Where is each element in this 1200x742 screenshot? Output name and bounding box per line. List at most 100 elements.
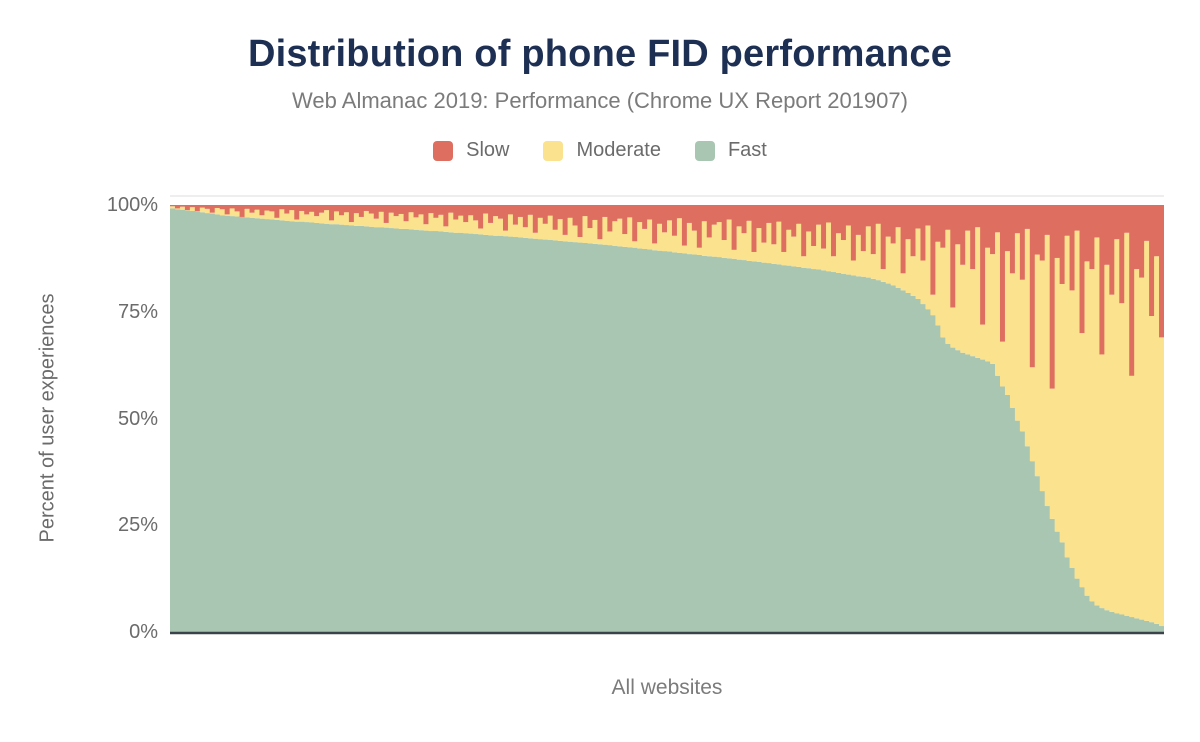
- bar-segment-fast: [582, 243, 588, 632]
- bar-segment-moderate: [706, 237, 713, 257]
- bar-segment-moderate: [304, 214, 310, 223]
- bar-segment-moderate: [1014, 233, 1021, 421]
- bar-segment-moderate: [562, 234, 569, 242]
- bar-segment-moderate: [403, 221, 410, 229]
- bar-segment-slow: [1114, 205, 1120, 240]
- bar-segment-fast: [806, 268, 812, 632]
- bar-segment-slow: [766, 205, 772, 223]
- bar-segment-fast: [1019, 431, 1026, 632]
- bar-segment-moderate: [1009, 273, 1016, 408]
- bar-segment-fast: [294, 221, 300, 632]
- bar-segment-moderate: [667, 220, 673, 252]
- bar-segment-slow: [786, 205, 792, 230]
- bar-segment-fast: [324, 223, 330, 632]
- bar-segment-slow: [428, 205, 434, 214]
- bar-segment-moderate: [840, 240, 847, 274]
- bar-segment-slow: [214, 205, 221, 208]
- bar-segment-slow: [1044, 205, 1051, 235]
- bar-segment-slow: [811, 205, 817, 246]
- bar-segment-moderate: [1109, 294, 1115, 612]
- bar-segment-fast: [209, 213, 216, 632]
- bar-segment-fast: [1124, 615, 1130, 632]
- bar-segment-fast: [637, 248, 643, 632]
- bar-segment-slow: [701, 205, 708, 222]
- bar-segment-moderate: [1119, 303, 1125, 615]
- bar-segment-slow: [821, 205, 827, 249]
- bar-segment-fast: [721, 257, 728, 632]
- bar-segment-moderate: [696, 247, 703, 255]
- bar-segment-moderate: [348, 222, 355, 226]
- x-axis-title: All websites: [611, 676, 723, 699]
- bar-segment-moderate: [209, 212, 216, 214]
- bar-segment-fast: [1054, 531, 1061, 632]
- bar-segment-fast: [960, 352, 966, 632]
- bar-segment-slow: [940, 205, 946, 248]
- bar-segment-slow: [368, 205, 375, 214]
- bar-segment-slow: [1069, 205, 1076, 291]
- bar-segment-fast: [199, 212, 206, 632]
- bar-segment-slow: [1074, 205, 1081, 231]
- bar-segment-slow: [1024, 205, 1031, 229]
- bar-segment-fast: [174, 209, 181, 632]
- bar-segment-moderate: [701, 221, 708, 256]
- bar-segment-moderate: [999, 341, 1006, 387]
- bar-segment-moderate: [806, 231, 812, 269]
- bar-segment-slow: [244, 205, 251, 209]
- bar-segment-moderate: [1084, 261, 1090, 596]
- chart-subtitle: Web Almanac 2019: Performance (Chrome UX…: [292, 88, 908, 113]
- bar-segment-fast: [557, 240, 564, 633]
- bar-segment-moderate: [244, 208, 251, 218]
- bar-segment-moderate: [582, 216, 588, 244]
- bar-segment-moderate: [850, 260, 857, 276]
- bar-segment-fast: [1149, 622, 1155, 632]
- bar-segment-slow: [314, 205, 320, 217]
- slow-swatch-icon: [433, 140, 454, 161]
- bar-segment-fast: [741, 260, 748, 632]
- bar-segment-moderate: [408, 212, 415, 230]
- bar-segment-slow: [353, 205, 360, 214]
- bar-segment-slow: [473, 205, 479, 221]
- bar-segment-fast: [264, 219, 270, 632]
- bar-segment-slow: [796, 205, 802, 224]
- bar-segment-fast: [368, 226, 375, 632]
- bar-segment-fast: [617, 246, 623, 632]
- bar-segment-fast: [1129, 617, 1135, 632]
- bar-segment-slow: [468, 205, 474, 216]
- bar-segment-slow: [189, 205, 196, 208]
- bar-segment-slow: [249, 205, 255, 213]
- bar-segment-fast: [920, 304, 926, 632]
- legend: Slow Moderate Fast: [0, 139, 1200, 162]
- bar-segment-slow: [1034, 205, 1041, 255]
- bar-segment-fast: [1159, 626, 1164, 632]
- bar-segment-moderate: [761, 242, 767, 263]
- bar-segment-fast: [219, 215, 226, 633]
- bar-segment-slow: [726, 205, 733, 220]
- bar-segment-slow: [324, 205, 330, 211]
- bar-segment-fast: [1069, 567, 1076, 632]
- bar-segment-slow: [831, 205, 837, 257]
- bar-segment-fast: [1104, 610, 1110, 632]
- bar-segment-moderate: [776, 221, 782, 265]
- bar-segment-moderate: [736, 226, 743, 260]
- bar-segment-slow: [711, 205, 718, 225]
- bar-segment-slow: [999, 205, 1006, 342]
- bar-segment-fast: [234, 216, 241, 632]
- bar-segment-slow: [990, 205, 996, 255]
- bar-segment-slow: [1129, 205, 1135, 376]
- bar-segment-fast: [517, 237, 524, 632]
- bar-segment-moderate: [334, 211, 340, 225]
- bar-segment-fast: [995, 375, 1001, 632]
- bar-segment-moderate: [338, 215, 345, 225]
- bar-segment-fast: [259, 218, 265, 632]
- bar-segment-fast: [493, 235, 499, 632]
- bar-segment-fast: [577, 242, 584, 633]
- bar-segment-moderate: [960, 264, 966, 353]
- bar-segment-fast: [915, 298, 921, 632]
- bar-segment-slow: [1084, 205, 1090, 262]
- bar-segment-moderate: [204, 208, 211, 214]
- bar-segment-moderate: [453, 219, 459, 233]
- bar-segment-slow: [965, 205, 971, 231]
- bar-segment-fast: [403, 228, 410, 633]
- bar-segment-moderate: [801, 256, 807, 268]
